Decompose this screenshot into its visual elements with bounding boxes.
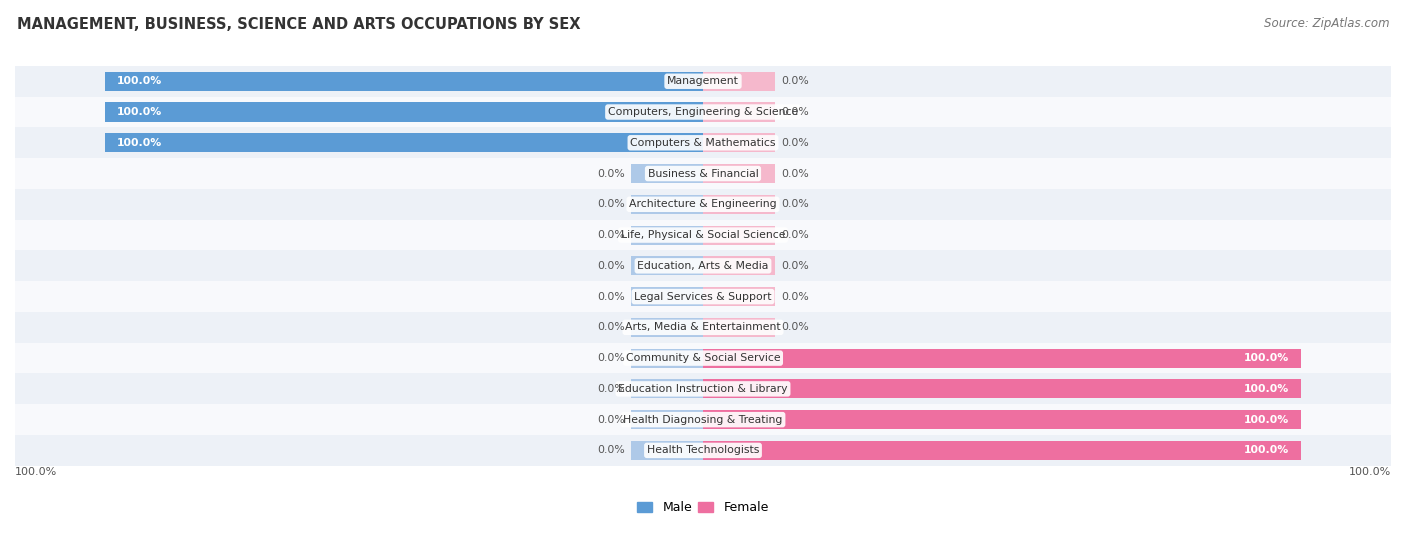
Bar xyxy=(15,97,1391,127)
Text: 0.0%: 0.0% xyxy=(598,200,626,209)
Bar xyxy=(703,441,1302,460)
Text: 0.0%: 0.0% xyxy=(780,230,808,240)
Bar xyxy=(703,256,775,276)
Bar xyxy=(15,220,1391,250)
Text: 0.0%: 0.0% xyxy=(598,384,626,394)
Text: 100.0%: 100.0% xyxy=(1244,384,1289,394)
Text: Source: ZipAtlas.com: Source: ZipAtlas.com xyxy=(1264,17,1389,30)
Text: 100.0%: 100.0% xyxy=(1244,446,1289,456)
Bar xyxy=(631,287,703,306)
Text: 0.0%: 0.0% xyxy=(780,169,808,178)
Bar xyxy=(631,225,703,245)
Bar xyxy=(15,66,1391,97)
Text: 0.0%: 0.0% xyxy=(780,138,808,148)
Text: 100.0%: 100.0% xyxy=(117,138,162,148)
Bar xyxy=(631,256,703,276)
Bar xyxy=(15,250,1391,281)
Text: 0.0%: 0.0% xyxy=(780,107,808,117)
Bar xyxy=(631,195,703,214)
Bar xyxy=(15,189,1391,220)
Text: 0.0%: 0.0% xyxy=(598,415,626,425)
Text: 100.0%: 100.0% xyxy=(117,76,162,86)
Text: 0.0%: 0.0% xyxy=(780,292,808,302)
Text: Management: Management xyxy=(666,76,740,86)
Text: 0.0%: 0.0% xyxy=(598,169,626,178)
Text: Business & Financial: Business & Financial xyxy=(648,169,758,178)
Text: 0.0%: 0.0% xyxy=(598,323,626,333)
Bar xyxy=(703,225,775,245)
Text: Life, Physical & Social Science: Life, Physical & Social Science xyxy=(621,230,785,240)
Text: 0.0%: 0.0% xyxy=(598,292,626,302)
Text: 100.0%: 100.0% xyxy=(15,467,58,477)
Text: Community & Social Service: Community & Social Service xyxy=(626,353,780,363)
Bar xyxy=(104,102,703,121)
Bar xyxy=(703,410,1302,429)
Bar xyxy=(15,435,1391,466)
Bar xyxy=(703,72,775,91)
Bar xyxy=(15,312,1391,343)
Text: Education, Arts & Media: Education, Arts & Media xyxy=(637,261,769,271)
Text: Architecture & Engineering: Architecture & Engineering xyxy=(630,200,776,209)
Legend: Male, Female: Male, Female xyxy=(633,496,773,519)
Text: Health Technologists: Health Technologists xyxy=(647,446,759,456)
Text: Education Instruction & Library: Education Instruction & Library xyxy=(619,384,787,394)
Text: 100.0%: 100.0% xyxy=(1244,353,1289,363)
Bar xyxy=(631,164,703,183)
Bar xyxy=(15,158,1391,189)
Text: Health Diagnosing & Treating: Health Diagnosing & Treating xyxy=(623,415,783,425)
Text: 0.0%: 0.0% xyxy=(780,261,808,271)
Bar xyxy=(703,287,775,306)
Bar xyxy=(703,380,1302,399)
Text: 0.0%: 0.0% xyxy=(780,76,808,86)
Text: 0.0%: 0.0% xyxy=(598,446,626,456)
Bar xyxy=(703,102,775,121)
Bar xyxy=(104,133,703,152)
Text: 100.0%: 100.0% xyxy=(1348,467,1391,477)
Text: 0.0%: 0.0% xyxy=(780,323,808,333)
Bar xyxy=(631,410,703,429)
Text: MANAGEMENT, BUSINESS, SCIENCE AND ARTS OCCUPATIONS BY SEX: MANAGEMENT, BUSINESS, SCIENCE AND ARTS O… xyxy=(17,17,581,32)
Bar xyxy=(15,404,1391,435)
Bar xyxy=(15,127,1391,158)
Text: Arts, Media & Entertainment: Arts, Media & Entertainment xyxy=(626,323,780,333)
Text: Legal Services & Support: Legal Services & Support xyxy=(634,292,772,302)
Bar xyxy=(703,195,775,214)
Bar xyxy=(104,72,703,91)
Bar xyxy=(15,281,1391,312)
Text: 100.0%: 100.0% xyxy=(117,107,162,117)
Text: 0.0%: 0.0% xyxy=(780,200,808,209)
Bar xyxy=(703,164,775,183)
Bar xyxy=(15,373,1391,404)
Text: 100.0%: 100.0% xyxy=(1244,415,1289,425)
Text: 0.0%: 0.0% xyxy=(598,230,626,240)
Bar xyxy=(631,441,703,460)
Bar xyxy=(703,133,775,152)
Bar xyxy=(631,349,703,368)
Bar xyxy=(631,318,703,337)
Text: Computers, Engineering & Science: Computers, Engineering & Science xyxy=(607,107,799,117)
Text: 0.0%: 0.0% xyxy=(598,261,626,271)
Bar xyxy=(703,318,775,337)
Bar xyxy=(703,349,1302,368)
Bar xyxy=(631,380,703,399)
Text: Computers & Mathematics: Computers & Mathematics xyxy=(630,138,776,148)
Text: 0.0%: 0.0% xyxy=(598,353,626,363)
Bar xyxy=(15,343,1391,373)
